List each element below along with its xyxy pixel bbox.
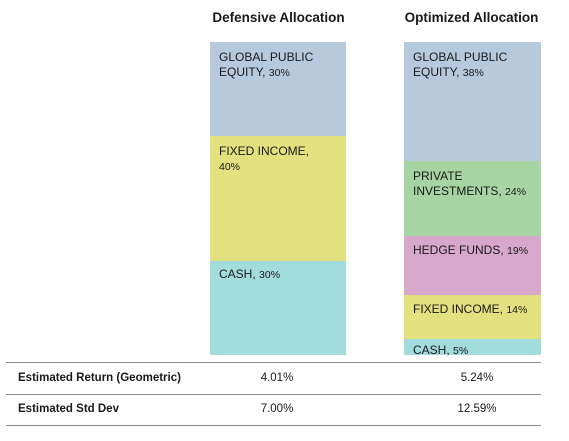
segment-percent: 19% — [507, 245, 529, 257]
defensive-std-dev-value: 7.00% — [260, 403, 294, 415]
optimized-allocation-title: Optimized Allocation — [404, 10, 539, 25]
segment-name: GLOBAL PUBLIC EQUITY, — [413, 50, 508, 79]
segment-name: FIXED INCOME, — [219, 144, 310, 158]
optimized-estimated-return-value: 5.24% — [460, 372, 494, 384]
segment-percent: 24% — [505, 186, 527, 198]
segment-percent: 14% — [506, 304, 528, 316]
segment-name: CASH, — [413, 343, 454, 357]
defensive-estimated-return-value: 4.01% — [260, 372, 294, 384]
optimized-private-investments-label: PRIVATE INVESTMENTS, 24% — [413, 169, 535, 200]
segment-name: GLOBAL PUBLIC EQUITY, — [219, 50, 314, 79]
segment-name: FIXED INCOME, — [413, 302, 507, 316]
defensive-allocation-bar: GLOBAL PUBLIC EQUITY, 30% FIXED INCOME, 40%… — [210, 42, 346, 355]
defensive-fixed-income-label: FIXED INCOME, 40% — [219, 144, 340, 175]
segment-percent: 38% — [462, 67, 484, 79]
segment-name: PRIVATE INVESTMENTS, — [413, 169, 506, 198]
optimized-cash-segment: CASH, 5% — [404, 339, 541, 357]
segment-percent: 30% — [268, 67, 290, 79]
estimated-std-dev-label: Estimated Std Dev — [18, 403, 119, 415]
optimized-hedge-funds-label: HEDGE FUNDS, 19% — [413, 243, 535, 259]
optimized-private-investments-segment: PRIVATE INVESTMENTS, 24% — [404, 161, 541, 236]
defensive-global-public-equity-label: GLOBAL PUBLIC EQUITY, 30% — [219, 50, 340, 81]
table-middle-divider — [6, 394, 541, 395]
optimized-fixed-income-segment: FIXED INCOME, 14% — [404, 295, 541, 339]
optimized-std-dev-value: 12.59% — [457, 403, 497, 415]
defensive-global-public-equity-segment: GLOBAL PUBLIC EQUITY, 30% — [210, 42, 346, 136]
segment-percent: 30% — [259, 269, 281, 281]
segment-name: CASH, — [219, 267, 260, 281]
optimized-global-public-equity-segment: GLOBAL PUBLIC EQUITY, 38% — [404, 42, 541, 161]
optimized-fixed-income-label: FIXED INCOME, 14% — [413, 302, 535, 318]
defensive-cash-label: CASH, 30% — [219, 267, 340, 283]
defensive-cash-segment: CASH, 30% — [210, 261, 346, 355]
segment-name: HEDGE FUNDS, — [413, 243, 508, 257]
segment-percent: 40% — [219, 161, 241, 173]
optimized-cash-label: CASH, 5% — [413, 343, 535, 359]
defensive-fixed-income-segment: FIXED INCOME, 40% — [210, 136, 346, 261]
segment-percent: 5% — [453, 345, 469, 357]
estimated-return-label: Estimated Return (Geometric) — [18, 372, 181, 384]
optimized-global-public-equity-label: GLOBAL PUBLIC EQUITY, 38% — [413, 50, 535, 81]
defensive-allocation-title: Defensive Allocation — [212, 10, 345, 25]
table-top-divider — [6, 362, 541, 363]
optimized-hedge-funds-segment: HEDGE FUNDS, 19% — [404, 236, 541, 295]
optimized-allocation-bar: GLOBAL PUBLIC EQUITY, 38% PRIVATE INVESTMEN… — [404, 42, 541, 357]
table-bottom-divider — [6, 425, 541, 426]
